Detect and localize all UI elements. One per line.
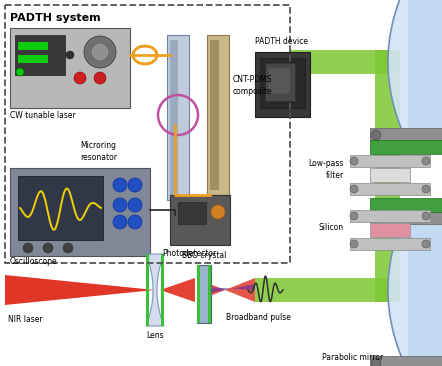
Bar — [167, 35, 189, 200]
Bar — [15, 35, 65, 75]
Text: Lens: Lens — [146, 332, 164, 340]
Bar — [10, 168, 150, 256]
Circle shape — [350, 212, 358, 220]
Polygon shape — [388, 220, 408, 360]
Bar — [350, 183, 430, 195]
Circle shape — [371, 214, 381, 224]
Circle shape — [23, 243, 33, 253]
Circle shape — [63, 243, 73, 253]
Bar — [18, 42, 48, 50]
Circle shape — [371, 130, 381, 140]
Bar — [370, 168, 410, 182]
Circle shape — [84, 36, 116, 68]
Text: Low-pass: Low-pass — [309, 158, 344, 168]
Circle shape — [94, 72, 106, 84]
Text: Photodetector: Photodetector — [162, 250, 216, 258]
Circle shape — [422, 240, 430, 248]
Bar — [370, 198, 442, 212]
Circle shape — [113, 198, 127, 212]
Bar — [5, 5, 290, 263]
Text: composite: composite — [233, 87, 273, 97]
Bar — [207, 35, 229, 195]
Bar — [370, 128, 442, 140]
Circle shape — [350, 240, 358, 248]
Polygon shape — [388, 0, 442, 132]
Bar — [197, 265, 200, 323]
Circle shape — [113, 215, 127, 229]
Circle shape — [91, 43, 109, 61]
Circle shape — [128, 215, 142, 229]
Circle shape — [211, 205, 225, 219]
Circle shape — [74, 72, 86, 84]
Text: Microring: Microring — [80, 141, 116, 149]
Bar — [18, 176, 103, 240]
Circle shape — [371, 358, 381, 366]
Circle shape — [113, 178, 127, 192]
Circle shape — [43, 243, 53, 253]
Bar — [370, 356, 442, 366]
Circle shape — [422, 212, 430, 220]
Polygon shape — [205, 284, 255, 294]
Polygon shape — [5, 275, 155, 305]
Bar — [255, 52, 310, 117]
Bar — [210, 40, 219, 190]
Text: Parabolic mirror: Parabolic mirror — [322, 354, 383, 362]
Bar — [350, 238, 430, 250]
Circle shape — [66, 51, 74, 59]
Bar — [208, 265, 211, 323]
Text: NIR laser: NIR laser — [8, 315, 42, 325]
Bar — [265, 63, 295, 101]
Polygon shape — [290, 50, 400, 74]
Bar — [146, 254, 149, 326]
Polygon shape — [146, 254, 164, 326]
Circle shape — [16, 68, 24, 76]
Circle shape — [128, 178, 142, 192]
Circle shape — [422, 157, 430, 165]
Bar — [170, 40, 178, 195]
Text: CW tunable laser: CW tunable laser — [10, 112, 76, 120]
Polygon shape — [205, 278, 255, 302]
Polygon shape — [388, 0, 408, 132]
Text: PADTH system: PADTH system — [10, 13, 101, 23]
Circle shape — [350, 157, 358, 165]
Polygon shape — [255, 278, 400, 302]
Text: Silicon: Silicon — [319, 224, 344, 232]
Bar — [350, 210, 430, 222]
Text: Broadband pulse: Broadband pulse — [225, 314, 290, 322]
Bar — [161, 254, 164, 326]
Bar — [197, 265, 211, 323]
Bar — [268, 68, 290, 94]
Polygon shape — [388, 220, 442, 360]
Polygon shape — [375, 50, 400, 302]
Bar — [178, 202, 206, 224]
Bar — [370, 140, 442, 154]
Text: BBO crystal: BBO crystal — [182, 250, 226, 259]
Circle shape — [350, 185, 358, 193]
Circle shape — [422, 185, 430, 193]
Bar — [170, 195, 230, 245]
Bar — [260, 58, 305, 108]
Bar — [18, 55, 48, 63]
Circle shape — [128, 198, 142, 212]
Bar — [370, 212, 442, 224]
Text: CNT-PDMS: CNT-PDMS — [233, 75, 273, 85]
Polygon shape — [160, 278, 195, 302]
Bar — [350, 155, 430, 167]
Text: PADTH device: PADTH device — [255, 37, 308, 46]
Text: filter: filter — [326, 171, 344, 179]
Text: resonator: resonator — [80, 153, 117, 161]
Bar — [370, 223, 410, 237]
Text: Oscilloscope: Oscilloscope — [10, 258, 57, 266]
Bar — [10, 28, 130, 108]
